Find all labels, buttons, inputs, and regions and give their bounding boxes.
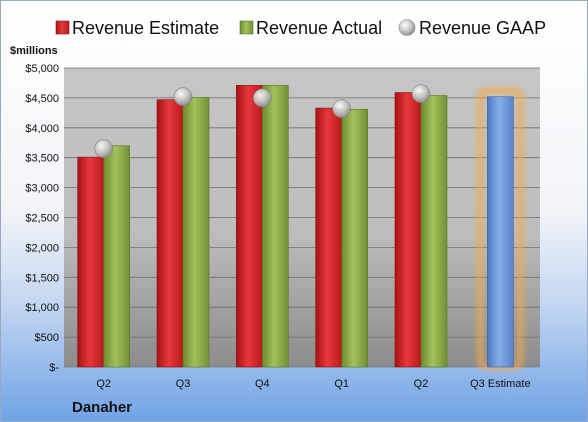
x-tick-label: Q3 Estimate <box>470 378 531 390</box>
y-tick-label: $1,500 <box>25 272 59 284</box>
y-tick-label: $- <box>49 362 59 374</box>
x-tick-label: Q2 <box>414 378 429 390</box>
bar-revenue-actual-q3-1 <box>182 97 210 368</box>
x-tick-label: Q4 <box>255 378 270 390</box>
y-tick-label: $1,000 <box>25 302 59 314</box>
bar-revenue-estimate-q2-0 <box>77 156 104 368</box>
legend-label-revenue-gaap: Revenue GAAP <box>419 18 546 38</box>
company-name: Danaher <box>72 399 132 416</box>
legend-marker-revenue-gaap <box>398 19 416 36</box>
x-tick-label: Q3 <box>176 378 191 390</box>
x-axis-ticks: Q2 Q3 Q4 Q1 Q2 Q3 Estimate <box>96 378 530 390</box>
y-tick-label: $3,000 <box>25 183 59 195</box>
x-tick-label: Q2 <box>96 378 111 390</box>
legend-label-revenue-actual: Revenue Actual <box>256 18 382 38</box>
y-tick-label: $2,000 <box>25 242 59 254</box>
bar-revenue-actual-q4-2 <box>262 85 289 368</box>
bar-revenue-estimate-q1-3 <box>315 107 342 368</box>
bar-revenue-estimate-q2-4 <box>394 92 422 368</box>
bar-revenue-estimate-q4-2 <box>236 85 263 368</box>
y-tick-label: $5,000 <box>25 63 59 75</box>
bar-revenue-estimate-q3-1 <box>156 99 184 368</box>
y-tick-label: $4,500 <box>25 93 59 105</box>
legend-label-revenue-estimate: Revenue Estimate <box>72 18 219 38</box>
y-tick-label: $500 <box>35 332 59 344</box>
bar-revenue-actual-q2-4 <box>420 95 448 368</box>
y-tick-label: $4,000 <box>25 123 59 135</box>
gaap-markers <box>94 84 431 159</box>
y-axis-unit-label: $millions <box>10 45 58 57</box>
legend-swatch-revenue-actual <box>239 20 254 35</box>
gridlines <box>64 67 540 368</box>
bars <box>77 85 524 370</box>
legend-swatch-revenue-estimate <box>55 20 70 35</box>
bar-revenue-estimate-q3-estimate <box>487 96 514 368</box>
marker-revenue-gaap-q2-0 <box>94 139 113 159</box>
bar-revenue-actual-q1-3 <box>341 108 368 368</box>
marker-revenue-gaap-q1-3 <box>332 99 351 118</box>
x-tick-label: Q1 <box>334 378 349 390</box>
y-tick-label: $3,500 <box>25 153 59 165</box>
bar-revenue-actual-q2-0 <box>103 145 130 368</box>
y-axis-ticks: $- $500 $1,000 $1,500 $2,000 $2,500 $3,000 $3,5… <box>25 63 59 374</box>
legend: Revenue Estimate Revenue Actual Revenue … <box>55 18 546 38</box>
marker-revenue-gaap-q4-2 <box>253 88 272 108</box>
y-tick-label: $2,500 <box>25 213 59 225</box>
marker-revenue-gaap-q3-1 <box>173 87 193 107</box>
marker-revenue-gaap-q2-4 <box>411 84 431 104</box>
